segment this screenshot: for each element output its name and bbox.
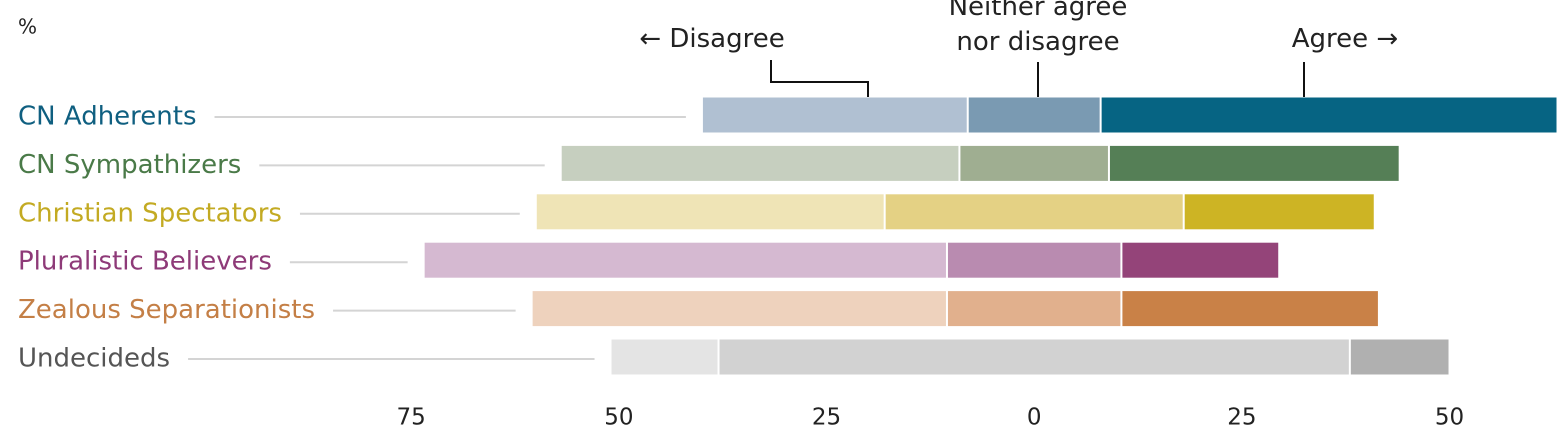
legend-disagree: ← Disagree bbox=[639, 24, 785, 54]
x-tick-label: 50 bbox=[604, 405, 633, 431]
bar-segment bbox=[536, 194, 884, 230]
bar-segment bbox=[1122, 242, 1279, 278]
bar-segment bbox=[532, 291, 946, 327]
bar-segment bbox=[947, 291, 1121, 327]
x-tick-label: 0 bbox=[1027, 405, 1042, 431]
x-tick-label: 25 bbox=[812, 405, 841, 431]
bar-segment bbox=[885, 194, 1183, 230]
category-label: CN Sympathizers bbox=[18, 150, 241, 180]
x-tick-label: 50 bbox=[1435, 405, 1464, 431]
x-tick-label: 25 bbox=[1227, 405, 1256, 431]
category-label: CN Adherents bbox=[18, 102, 197, 132]
category-label: Undecideds bbox=[18, 344, 170, 374]
bar-segment bbox=[424, 242, 946, 278]
unit-label: % bbox=[18, 15, 37, 39]
bar-segment bbox=[611, 339, 718, 375]
leader-line bbox=[770, 60, 869, 97]
category-label: Pluralistic Believers bbox=[18, 247, 272, 277]
category-label: Christian Spectators bbox=[18, 198, 282, 228]
bar-segment bbox=[719, 339, 1349, 375]
bar-segment bbox=[1109, 145, 1399, 181]
bar-segment bbox=[947, 242, 1121, 278]
legend-neutral: Neither agree nor disagree bbox=[948, 0, 1128, 57]
bar-segment bbox=[561, 145, 959, 181]
bar-segment bbox=[702, 97, 967, 133]
legend-agree: Agree → bbox=[1291, 24, 1399, 54]
x-tick-label: 75 bbox=[397, 405, 426, 431]
bar-segment bbox=[1350, 339, 1449, 375]
bar-segment bbox=[968, 97, 1100, 133]
category-label: Zealous Separationists bbox=[18, 295, 315, 325]
bar-segment bbox=[1101, 97, 1557, 133]
bar-segment bbox=[1184, 194, 1374, 230]
bar-segment bbox=[1122, 291, 1378, 327]
bar-segment bbox=[960, 145, 1108, 181]
